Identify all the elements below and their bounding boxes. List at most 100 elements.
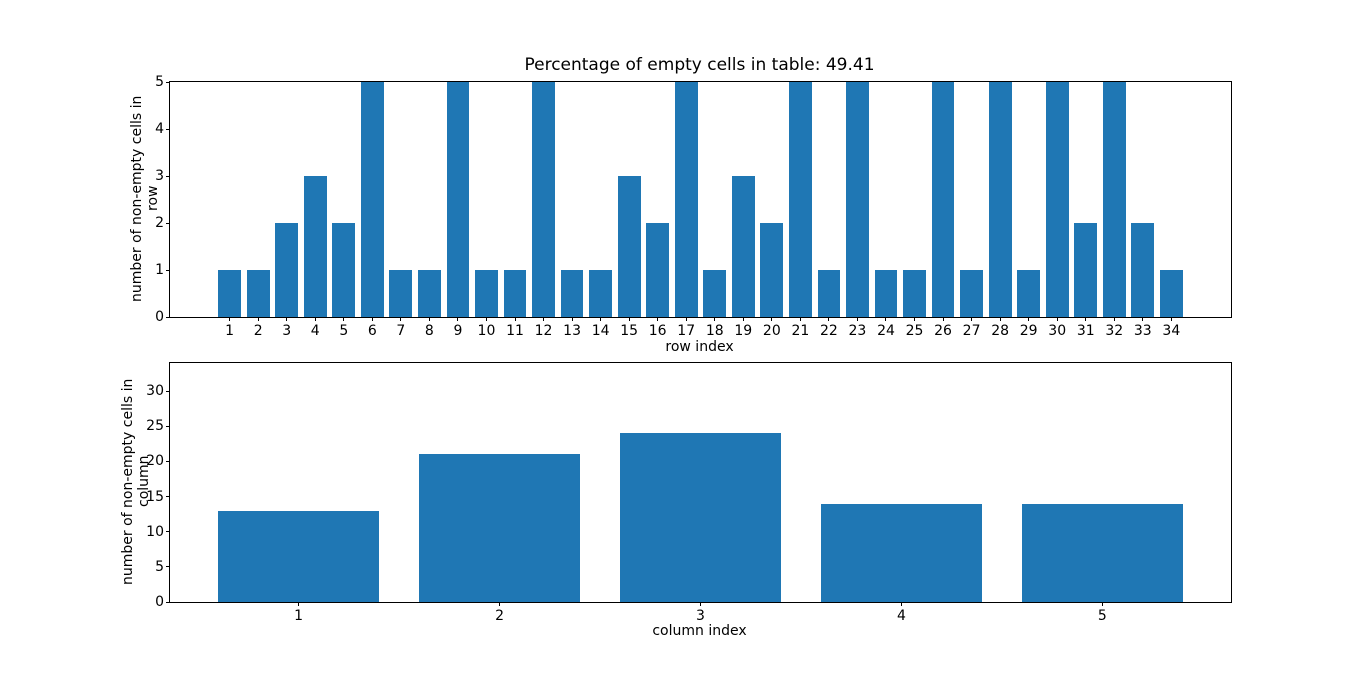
- bar-row-32: [1102, 82, 1126, 317]
- bar-row-9: [446, 82, 470, 317]
- x-tick-label: 25: [905, 323, 924, 339]
- y-tick-mark: [166, 531, 170, 533]
- x-tick-mark: [485, 317, 487, 321]
- x-tick-label: 33: [1133, 323, 1152, 339]
- x-tick-mark: [1085, 317, 1087, 321]
- y-tick-label: 10: [146, 523, 164, 540]
- x-tick-label: 29: [1019, 323, 1038, 339]
- x-tick-mark: [343, 317, 345, 321]
- x-tick-label: 30: [1048, 323, 1067, 339]
- x-tick-label: 5: [1097, 608, 1107, 624]
- x-tick-label: 9: [453, 323, 463, 339]
- column-chart-ylabel: number of non-empty cells in column: [120, 378, 152, 585]
- x-tick-label: 14: [591, 323, 610, 339]
- x-tick-mark: [657, 317, 659, 321]
- y-tick-label: 20: [146, 453, 164, 470]
- x-tick-mark: [971, 317, 973, 321]
- x-tick-mark: [428, 317, 430, 321]
- x-tick-mark: [229, 317, 231, 321]
- row-chart-ylabel: number of non-empty cells in row: [129, 95, 161, 302]
- y-tick-mark: [166, 222, 170, 224]
- y-tick-mark: [166, 460, 170, 462]
- bar-column-3: [620, 433, 781, 602]
- x-tick-label: 20: [762, 323, 781, 339]
- x-tick-label: 4: [896, 608, 906, 624]
- x-tick-mark: [771, 317, 773, 321]
- bar-row-33: [1131, 223, 1155, 317]
- x-tick-label: 34: [1162, 323, 1181, 339]
- x-tick-mark: [742, 317, 744, 321]
- x-tick-label: 32: [1105, 323, 1124, 339]
- column-chart-xlabel: column index: [652, 623, 747, 639]
- x-tick-label: 26: [934, 323, 952, 339]
- bar-row-7: [389, 270, 413, 317]
- x-tick-label: 17: [677, 323, 696, 339]
- y-tick-label: 25: [146, 418, 164, 435]
- chart-title: Percentage of empty cells in table: 49.4…: [524, 55, 875, 75]
- bar-row-8: [417, 270, 441, 317]
- bar-row-6: [360, 82, 384, 317]
- bar-row-3: [275, 223, 299, 317]
- bar-row-25: [903, 270, 926, 317]
- bar-row-16: [646, 223, 670, 317]
- bar-row-5: [332, 223, 356, 317]
- x-tick-mark: [999, 317, 1001, 321]
- x-tick-mark: [286, 317, 288, 321]
- x-tick-mark: [571, 317, 573, 321]
- bar-row-17: [674, 82, 698, 317]
- bar-row-29: [1017, 270, 1041, 317]
- y-tick-mark: [166, 425, 170, 427]
- bar-row-1: [218, 270, 242, 317]
- x-tick-mark: [700, 602, 701, 606]
- x-tick-label: 22: [819, 323, 838, 339]
- bar-row-34: [1159, 270, 1183, 317]
- x-tick-mark: [1028, 317, 1030, 321]
- bar-row-4: [303, 176, 327, 317]
- x-tick-label: 12: [534, 323, 553, 339]
- x-tick-mark: [1142, 317, 1144, 321]
- bar-row-12: [532, 82, 555, 317]
- bar-row-31: [1074, 223, 1098, 317]
- x-tick-label: 7: [396, 323, 406, 339]
- x-tick-mark: [371, 317, 373, 321]
- y-tick-label: 0: [155, 309, 164, 325]
- bar-row-15: [617, 176, 641, 317]
- y-tick-label: 30: [146, 383, 164, 400]
- bar-column-4: [821, 503, 982, 602]
- x-tick-label: 10: [477, 323, 496, 339]
- bar-row-24: [874, 270, 898, 317]
- x-tick-mark: [1056, 317, 1058, 321]
- x-tick-mark: [314, 317, 316, 321]
- bar-row-30: [1045, 82, 1069, 317]
- x-tick-mark: [942, 317, 944, 321]
- x-tick-label: 1: [225, 323, 235, 339]
- y-tick-label: 2: [155, 215, 164, 231]
- x-tick-label: 16: [648, 323, 667, 339]
- y-tick-label: 1: [155, 262, 164, 278]
- x-tick-mark: [1113, 317, 1115, 321]
- x-tick-mark: [914, 317, 916, 321]
- x-tick-mark: [799, 317, 801, 321]
- x-tick-label: 28: [991, 323, 1010, 339]
- y-tick-mark: [166, 175, 170, 177]
- bar-row-23: [846, 82, 869, 317]
- y-tick-mark: [166, 566, 170, 568]
- x-tick-label: 31: [1076, 323, 1095, 339]
- x-tick-mark: [1101, 602, 1103, 606]
- bar-row-22: [817, 270, 841, 317]
- x-tick-label: 24: [877, 323, 895, 339]
- y-tick-mark: [166, 81, 170, 83]
- y-tick-mark: [166, 316, 170, 318]
- x-tick-mark: [543, 317, 545, 321]
- y-tick-label: 5: [155, 74, 164, 90]
- row-chart-axes: 1 2 3 4 5 6 7 8 9 10 11 12 13 14 15 16 17 18 19 20 21 22 23 24 2…: [155, 74, 1232, 339]
- x-tick-mark: [600, 317, 602, 321]
- x-tick-mark: [1170, 317, 1172, 321]
- x-tick-mark: [828, 317, 830, 321]
- x-tick-label: 18: [705, 323, 724, 339]
- x-tick-label: 1: [294, 608, 304, 624]
- y-tick-label: 15: [146, 488, 164, 505]
- bar-row-11: [503, 270, 527, 317]
- x-tick-label: 27: [962, 323, 981, 339]
- x-tick-mark: [457, 317, 459, 321]
